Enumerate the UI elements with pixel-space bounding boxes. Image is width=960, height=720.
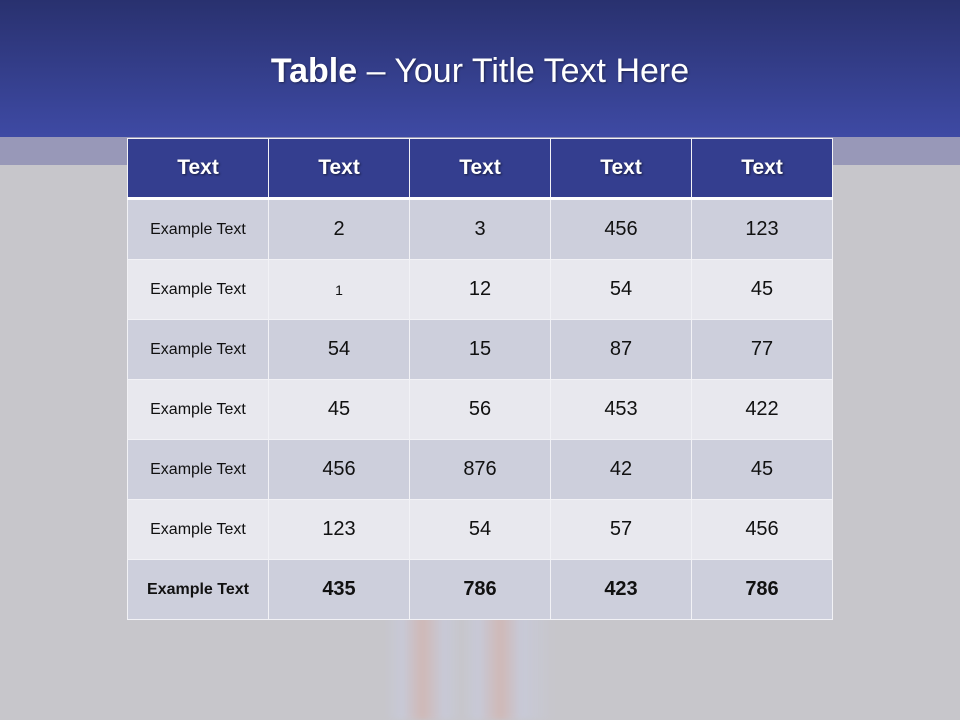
row-label-cell: Example Text [127, 499, 269, 560]
row-label-cell: Example Text [127, 198, 269, 260]
table-total-row: Example Text 435 786 423 786 [127, 559, 833, 620]
value-cell: 2 [268, 198, 410, 260]
title-banner [0, 0, 960, 137]
value-cell: 54 [550, 259, 692, 320]
value-cell: 423 [550, 559, 692, 620]
value-cell: 456 [691, 499, 833, 560]
value-cell: 42 [550, 439, 692, 500]
table-row: Example Text 123 54 57 456 [127, 499, 833, 560]
table-row: Example Text 1 12 54 45 [127, 259, 833, 320]
value-cell: 422 [691, 379, 833, 440]
value-cell: 57 [550, 499, 692, 560]
value-cell: 1 [268, 259, 410, 320]
value-cell: 87 [550, 319, 692, 380]
column-header: Text [127, 138, 269, 200]
row-label-cell: Example Text [127, 379, 269, 440]
table-header-row: Text Text Text Text Text [127, 138, 833, 200]
row-label-cell: Example Text [127, 259, 269, 320]
data-table: Text Text Text Text Text Example Text 2 3 456 12… [127, 138, 833, 620]
value-cell: 456 [268, 439, 410, 500]
value-cell: 453 [550, 379, 692, 440]
value-cell: 12 [409, 259, 551, 320]
value-cell: 786 [691, 559, 833, 620]
slide-title: Table – Your Title Text Here [0, 52, 960, 91]
value-cell: 3 [409, 198, 551, 260]
value-cell: 56 [409, 379, 551, 440]
value-cell: 876 [409, 439, 551, 500]
value-cell: 45 [691, 439, 833, 500]
column-header: Text [268, 138, 410, 200]
column-header: Text [691, 138, 833, 200]
value-cell: 77 [691, 319, 833, 380]
row-label-cell: Example Text [127, 559, 269, 620]
table-row: Example Text 456 876 42 45 [127, 439, 833, 500]
table-row: Example Text 2 3 456 123 [127, 198, 833, 260]
background-light-streaks [385, 610, 555, 720]
value-cell: 54 [409, 499, 551, 560]
value-cell: 123 [268, 499, 410, 560]
column-header: Text [409, 138, 551, 200]
column-header: Text [550, 138, 692, 200]
value-cell: 45 [268, 379, 410, 440]
value-cell: 435 [268, 559, 410, 620]
slide-title-bold: Table [270, 52, 358, 90]
value-cell: 45 [691, 259, 833, 320]
table-row: Example Text 45 56 453 422 [127, 379, 833, 440]
slide-title-rest: – Your Title Text Here [357, 52, 690, 90]
table-row: Example Text 54 15 87 77 [127, 319, 833, 380]
value-cell: 54 [268, 319, 410, 380]
row-label-cell: Example Text [127, 319, 269, 380]
value-cell: 456 [550, 198, 692, 260]
value-cell: 123 [691, 198, 833, 260]
value-cell: 786 [409, 559, 551, 620]
value-cell: 15 [409, 319, 551, 380]
row-label-cell: Example Text [127, 439, 269, 500]
